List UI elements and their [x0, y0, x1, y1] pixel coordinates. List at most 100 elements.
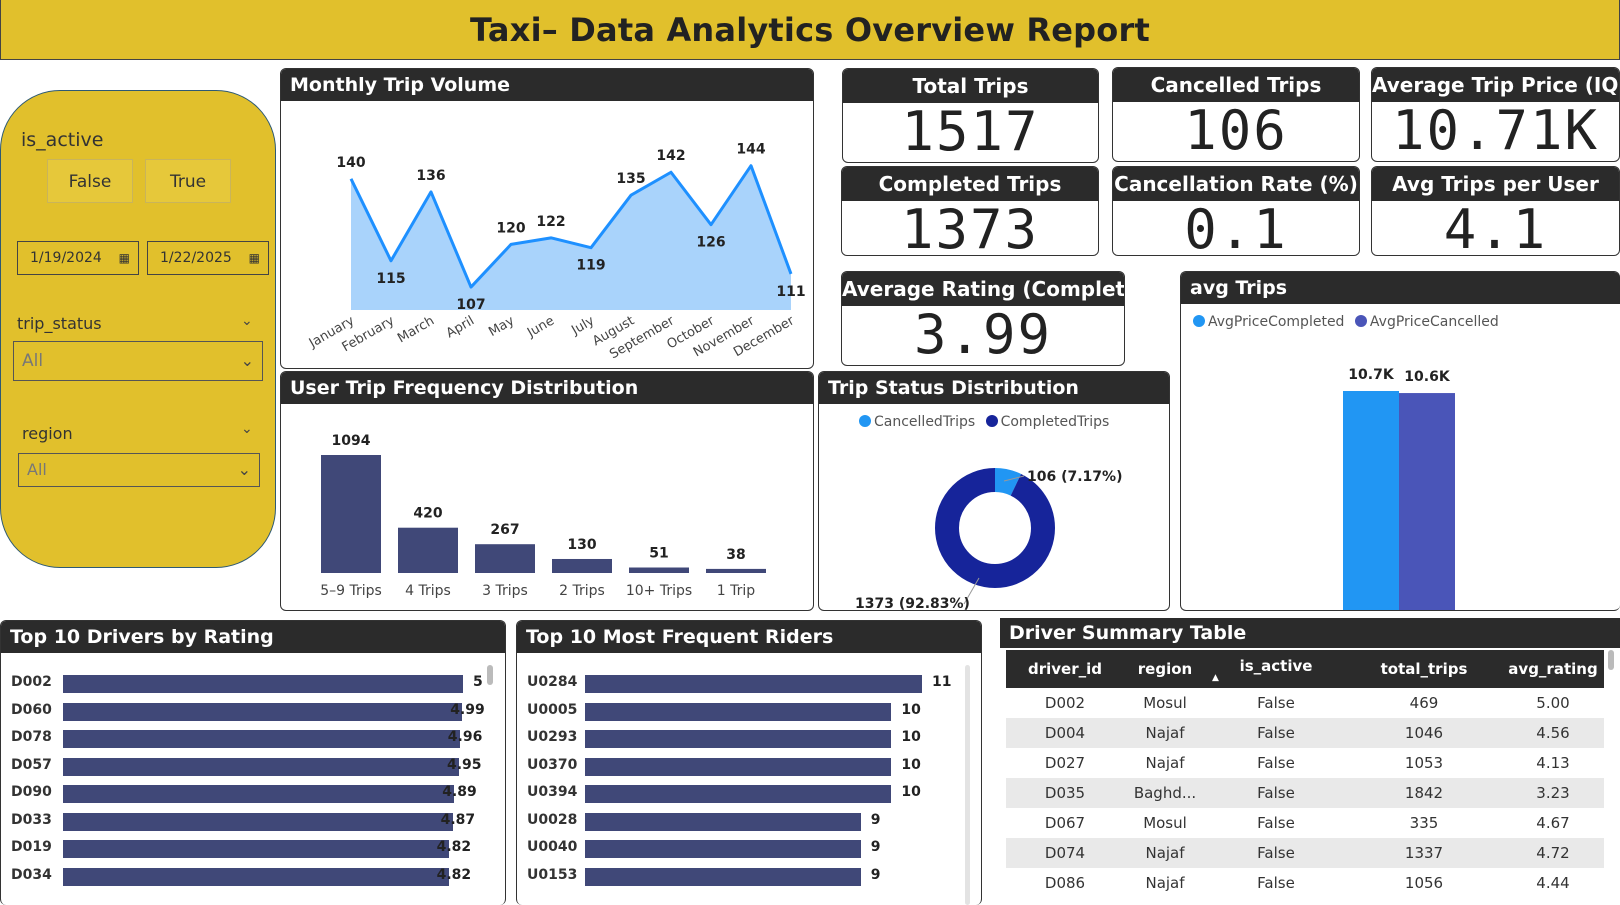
- donut-slice: [935, 468, 1055, 588]
- x-tick-label: 2 Trips: [559, 583, 605, 599]
- bar: [398, 527, 458, 573]
- bar-row: D019 4.82: [1, 834, 481, 862]
- data-label: 10: [901, 729, 921, 745]
- bar: [585, 675, 922, 693]
- chevron-down-icon: ⌄: [240, 351, 254, 370]
- data-label: 10: [901, 756, 921, 773]
- bar-row: U0040 9: [517, 834, 967, 862]
- data-label: 107: [456, 297, 485, 313]
- y-tick-label: D033: [11, 811, 52, 828]
- table-row[interactable]: D027 Najaf False 1053 4.13: [1006, 748, 1604, 778]
- bar: [1343, 391, 1399, 610]
- driver-summary-table-wrap: driver_id region is_active ▲ total_trips …: [1006, 650, 1604, 898]
- data-label: 4.82: [436, 839, 472, 855]
- y-tick-label: U0005: [527, 701, 578, 718]
- chevron-down-icon[interactable]: ⌄: [241, 313, 253, 329]
- user-trip-frequency-title: User Trip Frequency Distribution: [281, 372, 813, 404]
- completed-trips-card: Completed Trips 1373: [841, 166, 1099, 256]
- table-cell: False: [1257, 694, 1295, 712]
- date-start-field[interactable]: 1/19/2024 ▦: [17, 241, 139, 275]
- legend-dot: [859, 415, 871, 427]
- data-label: 106 (7.17%): [1027, 469, 1122, 485]
- table-row[interactable]: D086 Najaf False 1056 4.44: [1006, 868, 1604, 898]
- table-cell: 1053: [1404, 754, 1444, 772]
- average-rating-value: 3.99: [913, 303, 1053, 366]
- col-driver-id[interactable]: driver_id: [1006, 650, 1124, 688]
- table-cell: Najaf: [1124, 838, 1206, 868]
- table-cell: False: [1257, 874, 1295, 892]
- calendar-icon[interactable]: ▦: [248, 251, 260, 265]
- cancellation-rate-label: Cancellation Rate (%): [1113, 167, 1359, 201]
- data-label: 122: [536, 214, 565, 230]
- driver-summary-card: Driver Summary Table driver_id region is…: [1000, 618, 1620, 905]
- table-row[interactable]: D004 Najaf False 1046 4.56: [1006, 718, 1604, 748]
- col-total-trips[interactable]: total_trips: [1346, 650, 1502, 688]
- data-label: 135: [616, 171, 645, 187]
- table-cell: D002: [1044, 694, 1086, 712]
- chevron-down-icon[interactable]: ⌄: [241, 421, 253, 437]
- trip-status-value: All: [22, 351, 44, 371]
- avg-trips-legend: AvgPriceCompleted AvgPriceCancelled: [1193, 314, 1499, 330]
- bar-row: U0028 9: [517, 807, 967, 835]
- bar: [63, 812, 453, 831]
- y-tick-label: D090: [11, 784, 52, 800]
- trip-status-legend: CancelledTrips CompletedTrips: [859, 414, 1109, 430]
- calendar-icon[interactable]: ▦: [118, 251, 130, 265]
- avg-trips-per-user-value: 4.1: [1443, 198, 1548, 256]
- data-label: 111: [776, 284, 805, 300]
- table-header-row: driver_id region is_active ▲ total_trips …: [1006, 650, 1604, 688]
- table-cell: 335: [1409, 814, 1439, 832]
- is-active-false-toggle[interactable]: False: [47, 159, 133, 203]
- avg-trips-per-user-card: Avg Trips per User 4.1: [1371, 166, 1620, 256]
- y-tick-label: U0028: [527, 811, 578, 828]
- date-end-field[interactable]: 1/22/2025 ▦: [147, 241, 269, 275]
- col-avg-rating[interactable]: avg_rating: [1502, 650, 1604, 688]
- table-row[interactable]: D074 Najaf False 1337 4.72: [1006, 838, 1604, 868]
- y-tick-label: D057: [11, 756, 52, 773]
- table-row[interactable]: D035 Baghd... False 1842 3.23: [1006, 778, 1604, 808]
- user-trip-frequency-card: User Trip Frequency Distribution 1094 5–9…: [280, 371, 814, 611]
- table-row[interactable]: D002 Mosul False 469 5.00: [1006, 688, 1604, 718]
- data-label: 4.82: [436, 866, 472, 883]
- trip-status-dropdown[interactable]: All ⌄: [13, 341, 263, 381]
- bar: [585, 812, 861, 831]
- legend-cancelled: CancelledTrips: [874, 414, 976, 430]
- table-cell: False: [1206, 838, 1346, 868]
- scrollbar[interactable]: [487, 665, 493, 685]
- y-tick-label: U0153: [527, 866, 578, 883]
- y-tick-label: D034: [11, 866, 52, 883]
- data-label: 4.87: [440, 811, 476, 828]
- bar-row: D078 4.96: [1, 724, 482, 752]
- driver-summary-table: driver_id region is_active ▲ total_trips …: [1006, 650, 1604, 898]
- table-cell: Najaf: [1145, 754, 1185, 772]
- col-is-active[interactable]: is_active ▲: [1206, 650, 1346, 688]
- y-tick-label: U0370: [527, 756, 578, 773]
- scrollbar[interactable]: [965, 665, 970, 905]
- data-label: 4.95: [447, 756, 482, 773]
- col-region[interactable]: region: [1124, 650, 1206, 688]
- data-label: 136: [416, 168, 445, 184]
- x-tick-label: 3 Trips: [482, 583, 528, 599]
- x-tick-label: March: [395, 313, 437, 346]
- avg-trips-title: avg Trips: [1181, 272, 1620, 304]
- driver-summary-body: D002 Mosul False 469 5.00 D004 Najaf False 1046 4…: [1006, 688, 1604, 898]
- data-label: 9: [870, 866, 881, 883]
- bar: [552, 558, 612, 573]
- monthly-trip-volume-card: Monthly Trip Volume 140 January 115 Februar…: [280, 68, 814, 369]
- table-cell: 3.23: [1502, 778, 1604, 808]
- y-tick-label: D078: [11, 729, 52, 745]
- average-rating-label: Average Rating (Completed): [842, 272, 1124, 306]
- avg-trips-card: avg Trips AvgPriceCompleted AvgPriceCanc…: [1180, 271, 1620, 611]
- data-label: 11: [932, 674, 952, 690]
- is-active-true-toggle[interactable]: True: [145, 159, 231, 203]
- region-dropdown[interactable]: All ⌄: [18, 453, 260, 487]
- table-cell: False: [1257, 754, 1295, 772]
- cancelled-trips-label: Cancelled Trips: [1113, 68, 1359, 102]
- col-is-active-label: is_active: [1239, 657, 1313, 675]
- bar: [63, 785, 455, 803]
- table-cell: 469: [1409, 694, 1439, 712]
- table-row[interactable]: D067 Mosul False 335 4.67: [1006, 808, 1604, 838]
- table-cell: Mosul: [1143, 694, 1187, 712]
- bar: [63, 675, 463, 693]
- scrollbar[interactable]: [1608, 650, 1614, 670]
